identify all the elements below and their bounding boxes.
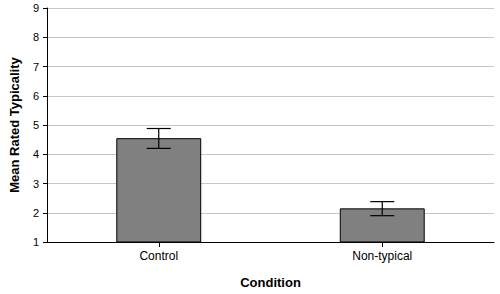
svg-text:9: 9 <box>33 2 39 14</box>
svg-text:6: 6 <box>33 90 39 102</box>
svg-text:Condition: Condition <box>240 275 301 290</box>
svg-text:7: 7 <box>33 61 39 73</box>
svg-text:Control: Control <box>139 249 178 263</box>
svg-text:4: 4 <box>33 148 39 160</box>
svg-text:1: 1 <box>33 236 39 248</box>
svg-text:3: 3 <box>33 178 39 190</box>
svg-text:5: 5 <box>33 119 39 131</box>
svg-text:Non-typical: Non-typical <box>352 249 412 263</box>
svg-text:2: 2 <box>33 207 39 219</box>
svg-text:8: 8 <box>33 31 39 43</box>
svg-text:Mean Rated Typicality: Mean Rated Typicality <box>7 56 22 192</box>
